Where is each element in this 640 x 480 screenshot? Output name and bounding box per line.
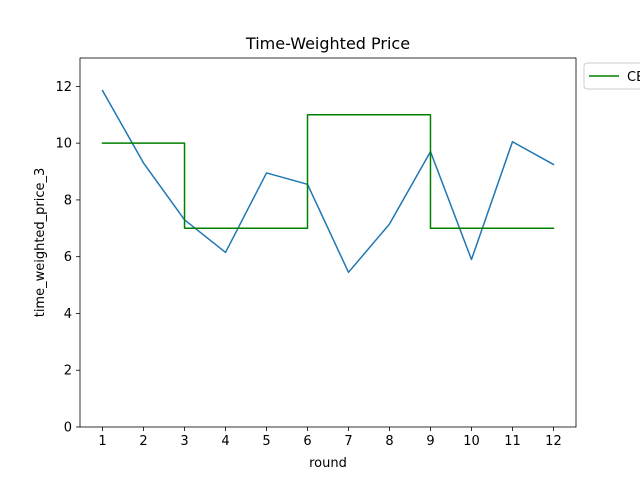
plot-frame: [79, 57, 577, 428]
x-tick-label: 10: [463, 434, 480, 449]
y-tick-label: 6: [64, 250, 72, 265]
y-tick-label: 10: [55, 137, 72, 152]
y-tick-label: 4: [64, 307, 72, 322]
x-axis-label: round: [309, 456, 347, 471]
x-tick-label: 9: [426, 434, 434, 449]
x-tick-label: 4: [221, 434, 229, 449]
x-tick-label: 2: [139, 434, 147, 449]
x-tick-label: 7: [344, 434, 352, 449]
legend-entry-ce: CE: [627, 70, 640, 85]
series-line-ce: [101, 114, 555, 230]
x-tick-label: 11: [504, 434, 521, 449]
y-tick-label: 8: [64, 193, 72, 208]
chart-title: Time-Weighted Price: [245, 34, 410, 53]
x-tick-label: 6: [303, 434, 311, 449]
series-layer: [101, 89, 555, 274]
x-tick-label: 8: [385, 434, 393, 449]
x-tick-label: 5: [262, 434, 270, 449]
y-ticks: 0 2 4 6 8 10 12: [55, 80, 80, 436]
x-tick-label: 12: [545, 434, 562, 449]
y-tick-label: 0: [64, 421, 72, 436]
y-tick-label: 12: [55, 80, 72, 95]
y-tick-label: 2: [64, 364, 72, 379]
legend: CE: [583, 62, 640, 90]
x-tick-label: 3: [180, 434, 188, 449]
x-ticks: 1 2 3 4 5 6 7 8 9 10 11 12: [98, 427, 562, 449]
series-line-price: [101, 89, 555, 274]
y-axis-label: time_weighted_price_3: [33, 168, 48, 318]
x-tick-label: 1: [98, 434, 106, 449]
